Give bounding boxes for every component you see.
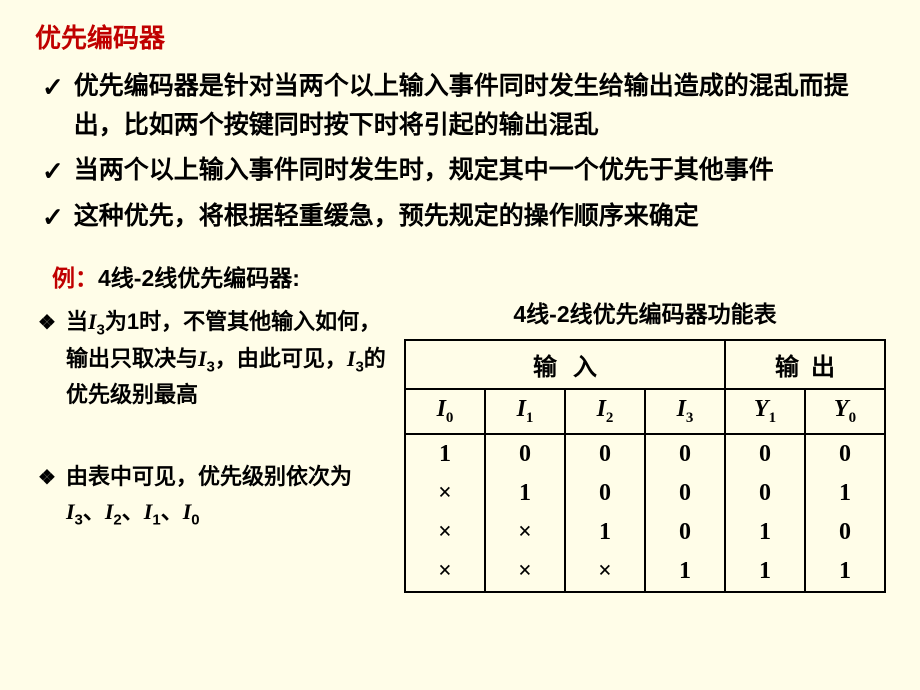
table-cell: ×: [405, 513, 485, 552]
lower-row: ❖ 当I3为1时，不管其他输入如何，输出只取决与I3，由此可见，I3的优先级别最…: [30, 301, 890, 593]
spacer: [30, 416, 386, 456]
table-cell: 0: [645, 434, 725, 474]
table-cell: 0: [645, 513, 725, 552]
group-output-header: 输出: [725, 340, 885, 389]
table-row: ××1010: [405, 513, 885, 552]
table-cell: ×: [485, 513, 565, 552]
bullet-text: 这种优先，将根据轻重缓急，预先规定的操作顺序来确定: [74, 197, 890, 236]
table-cell: 1: [805, 474, 885, 513]
column-header: I0: [405, 389, 485, 434]
group-input-header: 输入: [405, 340, 725, 389]
check-icon: ✓: [42, 197, 64, 237]
table-row: ×10001: [405, 474, 885, 513]
right-column: 4线-2线优先编码器功能表 输入 输出 I0I1I2I3Y1Y0 100000×…: [390, 301, 890, 593]
table-cell: 0: [805, 513, 885, 552]
table-cell: 1: [725, 552, 805, 592]
table-cell: ×: [485, 552, 565, 592]
table-row: ×××111: [405, 552, 885, 592]
section-title: 优先编码器: [35, 18, 890, 55]
diamond-icon: ❖: [38, 463, 56, 494]
diamond-text: 当I3为1时，不管其他输入如何，输出只取决与I3，由此可见，I3的优先级别最高: [66, 305, 386, 412]
bullet-check-1: ✓ 优先编码器是针对当两个以上输入事件同时发生给输出造成的混乱而提出，比如两个按…: [42, 67, 890, 145]
diamond-text: 由表中可见，优先级别依次为I3、I2、I1、I0: [66, 460, 386, 531]
table-cell: 1: [805, 552, 885, 592]
example-text: 4线-2线优先编码器:: [98, 265, 300, 291]
example-heading: 例：4线-2线优先编码器:: [52, 259, 890, 293]
bullet-text: 当两个以上输入事件同时发生时，规定其中一个优先于其他事件: [74, 151, 890, 190]
table-cell: 1: [405, 434, 485, 474]
table-cell: ×: [405, 552, 485, 592]
table-cell: 0: [725, 474, 805, 513]
table-cell: 1: [645, 552, 725, 592]
table-cell: ×: [405, 474, 485, 513]
bullet-check-3: ✓ 这种优先，将根据轻重缓急，预先规定的操作顺序来确定: [42, 197, 890, 237]
table-cell: 0: [725, 434, 805, 474]
column-header: Y0: [805, 389, 885, 434]
table-cell: 0: [565, 474, 645, 513]
slide-root: 优先编码器 ✓ 优先编码器是针对当两个以上输入事件同时发生给输出造成的混乱而提出…: [0, 0, 920, 603]
truth-table: 输入 输出 I0I1I2I3Y1Y0 100000×10001××1010×××…: [404, 339, 886, 593]
left-column: ❖ 当I3为1时，不管其他输入如何，输出只取决与I3，由此可见，I3的优先级别最…: [30, 301, 390, 535]
table-cell: 0: [565, 434, 645, 474]
column-header: I3: [645, 389, 725, 434]
table-cell: 1: [725, 513, 805, 552]
check-icon: ✓: [42, 151, 64, 191]
check-icon: ✓: [42, 67, 64, 107]
bullet-text: 优先编码器是针对当两个以上输入事件同时发生给输出造成的混乱而提出，比如两个按键同…: [74, 67, 890, 145]
example-prefix: 例：: [52, 265, 98, 291]
table-cell: 0: [645, 474, 725, 513]
table-cell: 0: [485, 434, 565, 474]
table-group-row: 输入 输出: [405, 340, 885, 389]
bullet-diamond-2: ❖ 由表中可见，优先级别依次为I3、I2、I1、I0: [38, 460, 386, 531]
bullet-diamond-1: ❖ 当I3为1时，不管其他输入如何，输出只取决与I3，由此可见，I3的优先级别最…: [38, 305, 386, 412]
column-header: I1: [485, 389, 565, 434]
bullet-check-2: ✓ 当两个以上输入事件同时发生时，规定其中一个优先于其他事件: [42, 151, 890, 191]
table-caption: 4线-2线优先编码器功能表: [400, 295, 890, 329]
table-cell: 0: [805, 434, 885, 474]
column-header: Y1: [725, 389, 805, 434]
table-column-row: I0I1I2I3Y1Y0: [405, 389, 885, 434]
table-cell: 1: [565, 513, 645, 552]
column-header: I2: [565, 389, 645, 434]
table-cell: 1: [485, 474, 565, 513]
table-cell: ×: [565, 552, 645, 592]
diamond-icon: ❖: [38, 308, 56, 339]
table-row: 100000: [405, 434, 885, 474]
